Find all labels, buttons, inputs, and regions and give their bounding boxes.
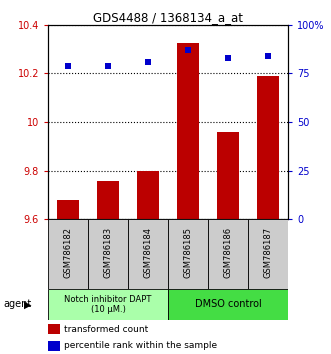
Point — [185, 47, 191, 53]
Bar — [257, 76, 279, 219]
Bar — [48, 289, 168, 320]
Text: ▶: ▶ — [24, 299, 32, 309]
Bar — [128, 219, 168, 289]
Point — [265, 53, 271, 59]
Bar — [48, 219, 88, 289]
Text: GSM786187: GSM786187 — [263, 227, 272, 278]
Text: agent: agent — [3, 299, 31, 309]
Bar — [168, 219, 208, 289]
Bar — [97, 181, 119, 219]
Point — [225, 55, 231, 61]
Title: GDS4488 / 1368134_a_at: GDS4488 / 1368134_a_at — [93, 11, 243, 24]
Text: DMSO control: DMSO control — [195, 299, 261, 309]
Bar — [177, 43, 199, 219]
Bar — [217, 132, 239, 219]
Point — [105, 63, 111, 69]
Point — [145, 59, 151, 65]
Text: percentile rank within the sample: percentile rank within the sample — [64, 341, 217, 350]
Point — [65, 63, 71, 69]
Text: GSM786183: GSM786183 — [104, 227, 113, 278]
Bar — [248, 219, 288, 289]
Bar — [137, 171, 159, 219]
Bar — [168, 289, 288, 320]
Bar — [48, 324, 60, 335]
Bar — [48, 341, 60, 351]
Text: Notch inhibitor DAPT
(10 μM.): Notch inhibitor DAPT (10 μM.) — [64, 295, 152, 314]
Text: GSM786185: GSM786185 — [183, 227, 193, 278]
Text: GSM786182: GSM786182 — [64, 227, 72, 278]
Text: GSM786184: GSM786184 — [143, 227, 153, 278]
Text: GSM786186: GSM786186 — [223, 227, 232, 278]
Bar — [57, 200, 79, 219]
Bar — [88, 219, 128, 289]
Text: transformed count: transformed count — [64, 325, 149, 333]
Bar — [208, 219, 248, 289]
